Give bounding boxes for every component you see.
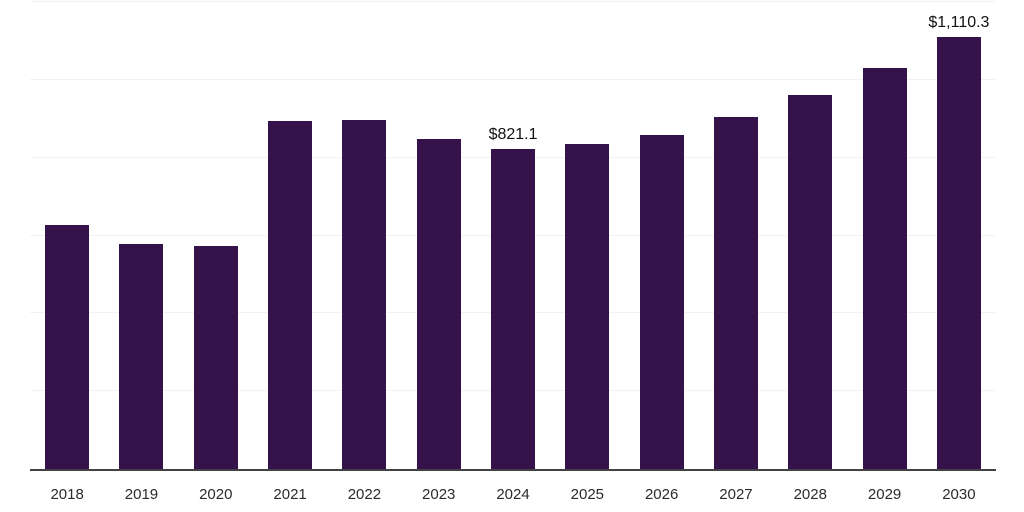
bar-2022 [342,119,387,469]
bar-slot-2022 [327,2,401,469]
bar-2028 [788,94,833,469]
x-tick-label-2028: 2028 [793,486,827,503]
bar-slot-2028 [773,2,847,469]
bar-2025 [565,143,610,469]
bar-2024 [491,149,536,469]
x-axis-labels: 2018 2019 2020 2021 2022 2023 2024 2025 2026 2027… [30,484,996,506]
bar-2020 [193,246,238,469]
bar-slot-2029 [847,2,921,469]
x-tick-label-2023: 2023 [422,486,456,503]
x-tick-label-2026: 2026 [644,486,679,503]
x-tick-label-2024: 2024 [496,486,530,503]
bar-slot-2026 [625,2,699,469]
x-axis-line [30,469,996,471]
x-tick-label-2020: 2020 [199,486,233,503]
bar-2019 [119,244,164,469]
bar-slot-2025 [550,2,624,469]
data-label-2030: $1,110.3 [928,13,990,31]
bar-2021 [268,120,313,469]
gridline-1200 [30,1,996,2]
gridline-1000 [30,78,996,80]
bar-slot-2030: $1,110.3 [922,2,996,469]
bar-2018 [45,224,90,469]
bar-slot-2018 [30,2,104,469]
x-tick-label-2027: 2027 [719,486,753,503]
x-tick-label-2030: 2030 [942,486,976,503]
bar-2027 [713,116,758,469]
bar-slot-2027 [699,2,773,469]
bar-2023 [416,138,461,469]
x-tick-label-2022: 2022 [347,486,382,503]
bar-slot-2023 [402,2,476,469]
bar-slot-2024: $821.1 [476,2,550,469]
data-label-2024: $821.1 [488,126,538,144]
x-tick-label-2018: 2018 [50,486,84,503]
bar-slot-2021 [253,2,327,469]
bar-2030 [936,36,981,469]
bar-2029 [862,67,907,469]
plot-area: $821.1 $1,110.3 [30,1,996,471]
x-tick-label-2029: 2029 [867,486,902,503]
bars: $821.1 $1,110.3 [30,2,996,469]
x-tick-label-2019: 2019 [124,486,159,503]
x-tick-label-2021: 2021 [273,486,307,503]
x-tick-label-2025: 2025 [570,486,605,503]
bar-slot-2019 [104,2,178,469]
bar-2026 [639,135,684,469]
bar-slot-2020 [179,2,253,469]
